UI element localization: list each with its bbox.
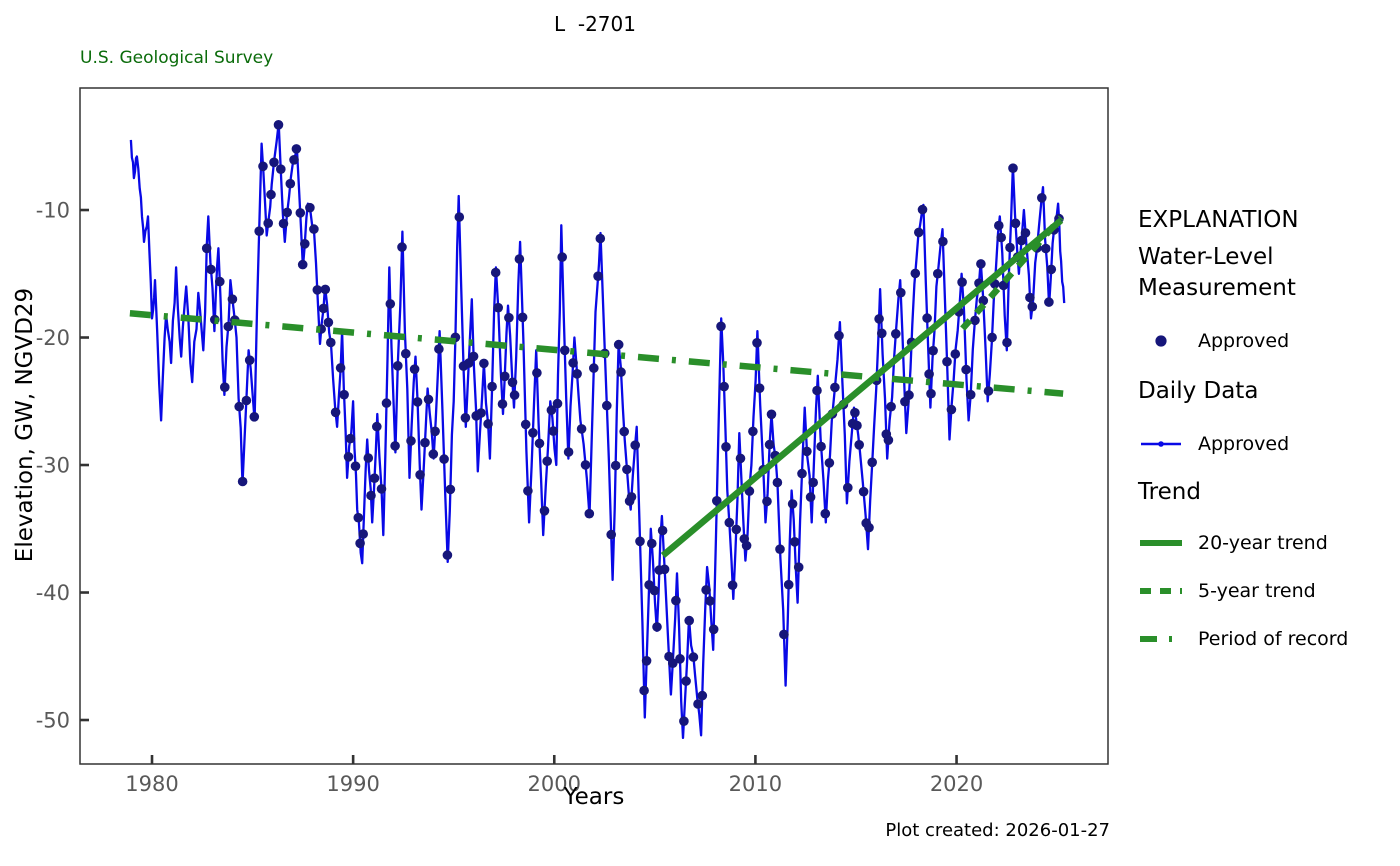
daily-data-line — [129, 122, 1066, 740]
legend-item-measurement-approved: Approved — [1138, 330, 1388, 352]
legend-item-label: Approved — [1198, 330, 1290, 353]
legend-item-label: 20-year trend — [1198, 532, 1328, 555]
y-tick-label: -30 — [36, 454, 70, 478]
legend-title: EXPLANATION — [1138, 207, 1299, 233]
approved-measurement-dot-icon — [1155, 335, 1167, 347]
x-tick-label: 1990 — [326, 772, 379, 796]
plot-border — [79, 87, 1109, 765]
usgs-header: U.S. Geological Survey — [80, 48, 274, 68]
x-axis-label: Years — [563, 784, 625, 810]
x-tick-label: 2000 — [528, 772, 581, 796]
trend-20-year-trend — [660, 217, 1064, 559]
legend-item-label: Approved — [1198, 433, 1290, 456]
plot-title: L -2701 — [554, 12, 636, 36]
y-tick-label: -20 — [36, 326, 70, 350]
x-tick-label: 1980 — [125, 772, 178, 796]
5-year-trend-line-icon — [1140, 588, 1182, 595]
legend-section-water-level-header: Water-Level Measurement — [1138, 244, 1296, 302]
legend-item-5-year-trend: 5-year trend — [1138, 580, 1388, 602]
y-axis-label: Elevation, GW, NGVD29 — [12, 287, 38, 563]
period-of-record-line-icon — [1140, 636, 1182, 643]
legend-item-20-year-trend: 20-year trend — [1138, 532, 1388, 554]
x-tick-label: 2010 — [729, 772, 782, 796]
approved-daily-line-icon — [1141, 441, 1181, 447]
legend-section-daily-data-header: Daily Data — [1138, 378, 1259, 405]
plot-created-text: Plot created: 2026-01-27 — [885, 820, 1110, 841]
legend-section-trend-header: Trend — [1138, 479, 1201, 506]
y-tick-label: -50 — [36, 709, 70, 733]
legend-item-daily-approved: Approved — [1138, 433, 1388, 455]
20-year-trend-line-icon — [1140, 540, 1182, 547]
legend-item-label: Period of record — [1198, 628, 1349, 651]
legend-item-label: 5-year trend — [1198, 580, 1316, 603]
y-tick-label: -40 — [36, 581, 70, 605]
legend: EXPLANATION Water-Level Measurement Appr… — [1138, 205, 1388, 650]
trend-period-of-record — [129, 310, 1064, 397]
legend-item-period-of-record: Period of record — [1138, 628, 1388, 650]
x-tick-label: 2020 — [930, 772, 983, 796]
measurement-dots — [201, 120, 1064, 726]
trend-5-year-trend — [960, 215, 1064, 331]
y-tick-label: -10 — [36, 199, 70, 223]
